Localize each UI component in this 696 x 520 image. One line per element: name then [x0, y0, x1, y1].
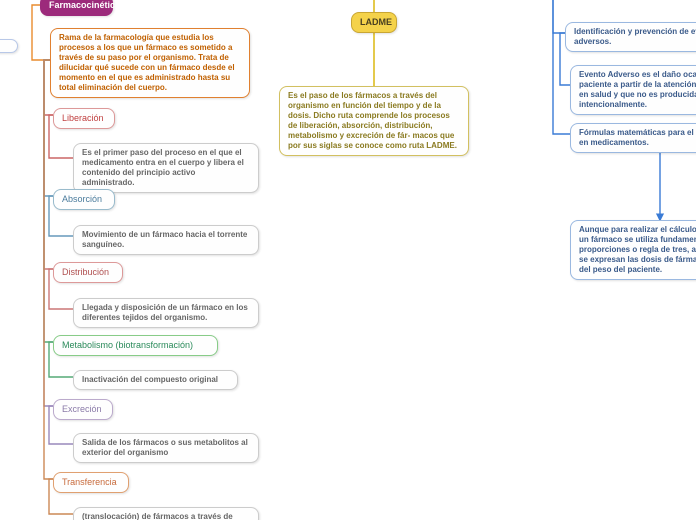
node-label: (translocación) de fármacos a través de [82, 512, 233, 520]
node-liberacion_desc: Es el primer paso del proceso en el que … [73, 143, 259, 193]
node-formulas: Fórmulas matemáticas para el cálculo de … [570, 123, 696, 153]
node-label: Fórmulas matemáticas para el cálculo de … [579, 128, 696, 147]
node-label: Metabolismo (biotransformación) [62, 340, 193, 350]
node-farmacocinetica: Farmacocinética [40, 0, 113, 16]
node-label: Aunque para realizar el cálculo de la do… [579, 225, 696, 274]
node-distribucion_desc: Llegada y disposición de un fármaco en l… [73, 298, 259, 328]
node-label: Llegada y disposición de un fármaco en l… [82, 303, 248, 322]
edge [553, 0, 565, 33]
node-excrecion: Excreción [53, 399, 113, 420]
node-metabolismo_desc: Inactivación del compuesto original [73, 370, 238, 390]
node-blank_left [0, 39, 18, 53]
node-label: Movimiento de un fármaco hacia el torren… [82, 230, 247, 249]
node-label: Transferencia [62, 477, 117, 487]
node-label: Evento Adverso es el daño ocasionado al … [579, 70, 696, 109]
node-liberacion: Liberación [53, 108, 115, 129]
node-ladme_desc: Es el paso de los fármacos a través del … [279, 86, 469, 156]
edge [44, 60, 53, 406]
edge [553, 0, 570, 134]
node-label: Farmacocinética [49, 0, 120, 10]
node-absorcion_desc: Movimiento de un fármaco hacia el torren… [73, 225, 259, 255]
node-absorcion: Absorción [53, 189, 115, 210]
node-evento: Evento Adverso es el daño ocasionado al … [570, 65, 696, 115]
node-label: Es el primer paso del proceso en el que … [82, 148, 244, 187]
node-metabolismo: Metabolismo (biotransformación) [53, 335, 218, 356]
node-transferencia_desc: (translocación) de fármacos a través de [73, 507, 259, 520]
node-ident: Identificación y prevención de eventos a… [565, 22, 696, 52]
node-label: Liberación [62, 113, 104, 123]
edge [44, 60, 53, 342]
node-label: Inactivación del compuesto original [82, 375, 218, 384]
node-distribucion: Distribución [53, 262, 123, 283]
node-ladme: LADME [351, 12, 397, 33]
node-label: LADME [360, 17, 392, 27]
node-label: Distribución [62, 267, 109, 277]
node-rama: Rama de la farmacología que estudia los … [50, 28, 250, 98]
node-label: Identificación y prevención de eventos a… [574, 27, 696, 46]
node-label: Es el paso de los fármacos a través del … [288, 91, 457, 150]
node-label: Absorción [62, 194, 102, 204]
node-aunque: Aunque para realizar el cálculo de la do… [570, 220, 696, 280]
node-label: Excreción [62, 404, 102, 414]
node-label: Rama de la farmacología que estudia los … [59, 33, 235, 92]
node-excrecion_desc: Salida de los fármacos o sus metabolitos… [73, 433, 259, 463]
edge [44, 60, 53, 479]
node-transferencia: Transferencia [53, 472, 129, 493]
node-label: Salida de los fármacos o sus metabolitos… [82, 438, 248, 457]
